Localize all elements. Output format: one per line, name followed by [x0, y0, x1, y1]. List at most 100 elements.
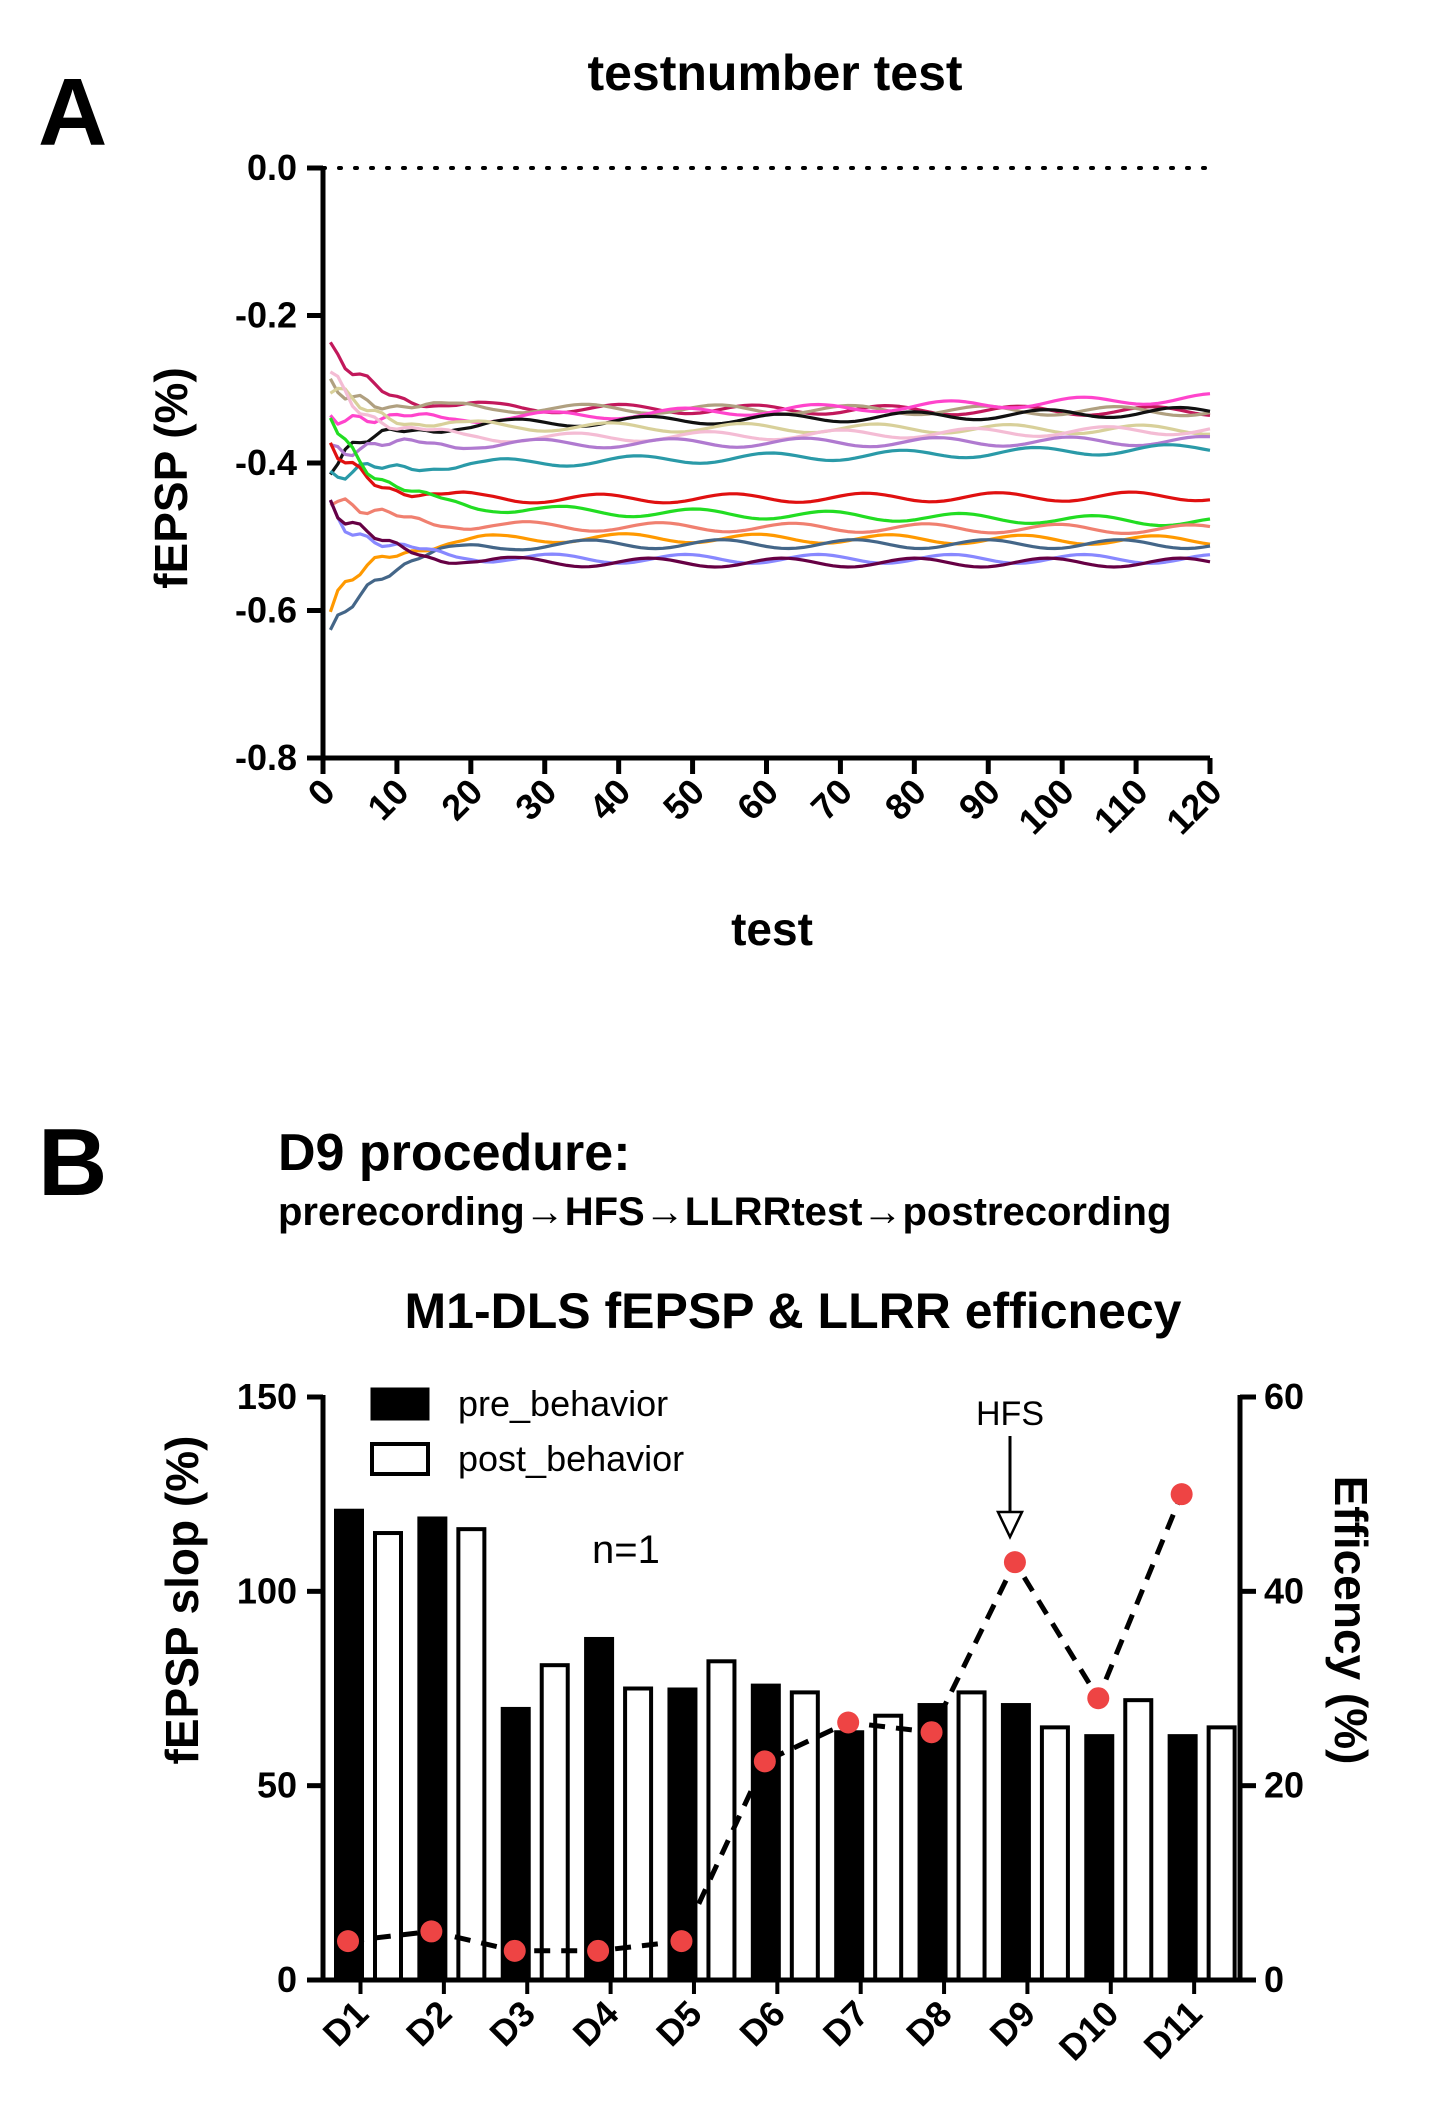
- bar-post-behavior-D9: [1039, 1725, 1070, 1983]
- bar-post-behavior-D6: [789, 1690, 820, 1983]
- bar-post-behavior-D1: [373, 1531, 403, 1982]
- bar-pre-behavior-D2: [417, 1516, 448, 1982]
- x-tick-label-D8: D8: [898, 1993, 960, 2055]
- left-y-tick-label: 100: [237, 1570, 297, 1611]
- bar-post-behavior-D3: [539, 1663, 570, 1983]
- series-line-10: [328, 417, 1211, 528]
- x-tick-label: 100: [1010, 771, 1081, 842]
- efficiency-point-D7: [837, 1711, 860, 1734]
- x-tick-label-D4: D4: [565, 1993, 627, 2055]
- x-tick-label-D11: D11: [1136, 1993, 1210, 2067]
- chart-b-bars: [334, 1508, 1237, 1983]
- chart-b-left-y-ticks: 0 50 100 150: [237, 1376, 323, 2000]
- efficiency-dashed-line: [347, 1493, 1184, 1954]
- chart-b-right-y-ticks: 0 20 40 60: [1240, 1376, 1304, 2000]
- bar-pre-behavior-D4: [584, 1636, 615, 1982]
- y-tick-label: -0.8: [235, 737, 297, 778]
- bar-post-behavior-D7: [873, 1713, 904, 1982]
- x-tick-label-D3: D3: [481, 1993, 543, 2055]
- bar-post-behavior-D2: [456, 1527, 487, 1982]
- x-tick-label: 80: [877, 771, 934, 828]
- bar-post-behavior-D10: [1123, 1698, 1154, 1983]
- x-tick-label: 30: [507, 771, 564, 828]
- chart-a: 0.0-0.2-0.4-0.6-0.8 0 10 20 30 40 50 60 70 80 90 1…: [235, 147, 1230, 842]
- chart-b-efficiency-line: [337, 1483, 1193, 1962]
- legend-label-post-behavior: post_behavior: [458, 1438, 684, 1479]
- left-y-tick-label: 50: [257, 1765, 297, 1806]
- x-tick-label-D6: D6: [731, 1993, 793, 2055]
- left-y-tick-label: 150: [237, 1376, 297, 1417]
- bar-post-behavior-D11: [1206, 1725, 1237, 1983]
- efficiency-point-D1: [337, 1930, 360, 1953]
- chart-b-x-ticks: D1 D2 D3 D4 D5 D6 D7 D8 D9 D10 D11: [315, 1980, 1210, 2068]
- y-tick-label: -0.2: [235, 295, 297, 336]
- chart-b: 0 50 100 150 0 20 40 60 D1 D2 D3 D4 D5 D6 D7 D8 D9 D10 D…: [237, 1376, 1304, 2068]
- x-tick-label: 20: [433, 771, 490, 828]
- series-line-3: [329, 392, 1211, 426]
- x-tick-label-D7: D7: [815, 1993, 877, 2055]
- legend-swatch-pre-behavior: [370, 1387, 430, 1421]
- series-line-6: [329, 370, 1211, 444]
- bar-pre-behavior-D3: [500, 1706, 531, 1982]
- series-line-15: [328, 499, 1211, 569]
- chart-a-x-axis-title: test: [731, 903, 813, 955]
- x-tick-label: 40: [581, 771, 638, 828]
- bar-pre-behavior-D9: [1000, 1703, 1031, 1981]
- procedure-title: D9 procedure:: [278, 1124, 631, 1182]
- series-line-12: [328, 532, 1211, 613]
- series-line-14: [328, 499, 1211, 565]
- chart-a-y-ticks: 0.0 -0.2 -0.4 -0.6 -0.8: [235, 147, 323, 778]
- x-tick-label: 60: [729, 771, 786, 828]
- chart-b-title: M1-DLS fEPSP & LLRR efficnecy: [404, 1283, 1181, 1339]
- legend-swatch-post-behavior: [370, 1442, 430, 1476]
- y-tick-label: -0.6: [235, 590, 297, 631]
- x-tick-label-D1: D1: [315, 1993, 377, 2055]
- left-y-tick-label: 0: [277, 1959, 297, 2000]
- right-y-tick-label: 60: [1264, 1376, 1304, 1417]
- bar-post-behavior-D5: [706, 1659, 737, 1982]
- bar-pre-behavior-D7: [834, 1730, 865, 1981]
- series-line-13: [328, 538, 1211, 631]
- efficiency-point-D3: [503, 1939, 526, 1962]
- chart-b-legend: pre_behavior post_behavior: [370, 1383, 684, 1479]
- chart-a-title: testnumber test: [587, 45, 962, 101]
- n-annotation: n=1: [592, 1528, 660, 1572]
- x-tick-label: 0: [300, 771, 343, 814]
- series-line-11: [329, 497, 1211, 536]
- bar-pre-behavior-D10: [1084, 1734, 1115, 1982]
- series-line-8: [329, 443, 1211, 481]
- x-tick-label: 10: [359, 771, 416, 828]
- bar-pre-behavior-D6: [750, 1683, 781, 1981]
- chart-a-axes: [320, 166, 1210, 761]
- chart-b-right-y-axis-title: Efficency (%): [1325, 1476, 1377, 1765]
- panel-a-letter: A: [38, 59, 107, 166]
- efficiency-point-D2: [420, 1920, 443, 1943]
- series-line-4: [329, 405, 1211, 476]
- x-tick-label: 120: [1158, 771, 1229, 842]
- right-y-tick-label: 20: [1264, 1765, 1304, 1806]
- series-line-7: [330, 434, 1211, 458]
- chart-b-axes: [320, 1395, 1243, 1983]
- efficiency-point-D10: [1087, 1687, 1110, 1710]
- efficiency-point-D9: [1003, 1551, 1026, 1574]
- x-tick-label-D10: D10: [1051, 1993, 1127, 2069]
- x-tick-label: 90: [951, 771, 1008, 828]
- x-tick-label: 70: [803, 771, 860, 828]
- bar-pre-behavior-D8: [917, 1703, 948, 1981]
- legend-label-pre-behavior: pre_behavior: [458, 1383, 668, 1424]
- x-tick-label: 50: [655, 771, 712, 828]
- chart-a-series-lines: [328, 341, 1211, 631]
- chart-b-left-y-axis-title: fEPSP slop (%): [156, 1436, 208, 1765]
- series-line-9: [328, 442, 1211, 505]
- x-tick-label: 110: [1086, 771, 1156, 841]
- bar-post-behavior-D8: [956, 1690, 987, 1983]
- panel-b-letter: B: [38, 1109, 107, 1216]
- y-tick-label: -0.4: [235, 442, 297, 483]
- bar-pre-behavior-D1: [334, 1508, 364, 1982]
- chart-a-x-ticks: 0 10 20 30 40 50 60 70 80 90 100 110 120: [300, 758, 1230, 842]
- bar-post-behavior-D4: [623, 1686, 654, 1982]
- chart-a-y-axis-title: fEPSP (%): [145, 367, 197, 589]
- efficiency-point-D6: [753, 1750, 776, 1773]
- x-tick-label-D5: D5: [648, 1993, 710, 2055]
